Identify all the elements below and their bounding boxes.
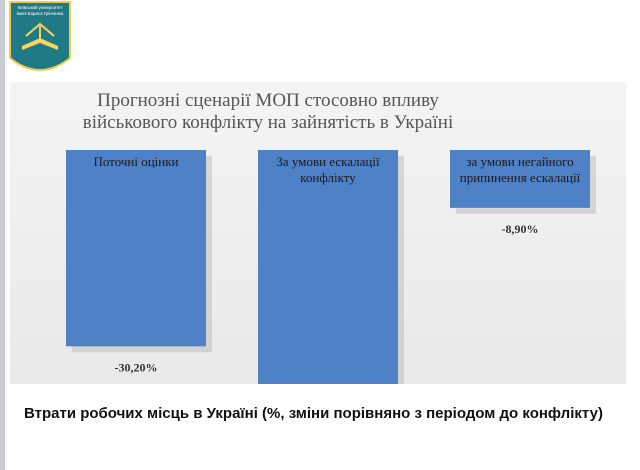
chart-title-line1: Прогнозні сценарії МОП стосовно впливу xyxy=(97,90,439,111)
logo-roof-icon xyxy=(25,22,55,37)
logo-text-line2: імені Бориса Грінченка xyxy=(17,11,64,16)
chart: Прогнозні сценарії МОП стосовно впливу в… xyxy=(66,90,596,384)
bar-current xyxy=(66,150,206,347)
category-label: за умови негайного xyxy=(466,154,573,169)
chart-panel: Прогнозні сценарії МОП стосовно впливу в… xyxy=(10,82,626,384)
data-label: -8,90% xyxy=(502,222,539,236)
chart-caption: Втрати робочих місць в Україні (%, зміни… xyxy=(24,405,603,422)
category-label: За умови ескалації xyxy=(276,154,380,169)
category-label: припинення ескалації xyxy=(460,170,581,185)
bar-escalation xyxy=(258,150,398,384)
data-label: -30,20% xyxy=(115,360,158,374)
category-label: конфлікту xyxy=(300,170,356,185)
university-logo: Київський університет імені Бориса Грінч… xyxy=(9,1,71,71)
logo-text-line1: Київський університет xyxy=(18,5,63,10)
chart-title-line2: військового конфлікту на зайнятість в Ук… xyxy=(83,112,454,133)
logo-book xyxy=(22,38,58,50)
bar-ceasefire xyxy=(450,150,590,208)
category-label: Поточні оцінки xyxy=(93,154,178,169)
left-accent-rule xyxy=(0,0,5,470)
